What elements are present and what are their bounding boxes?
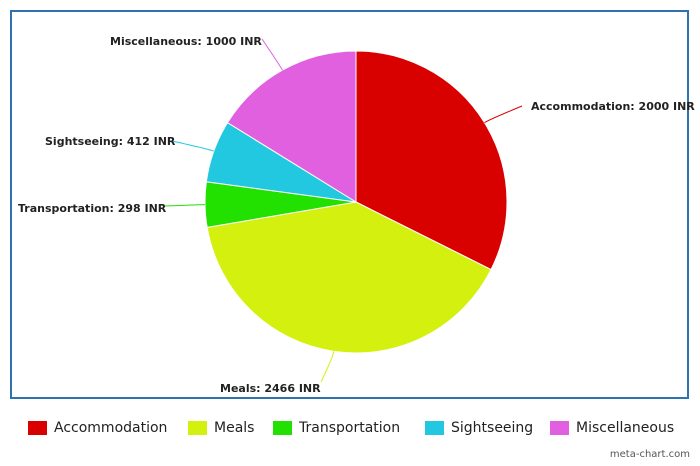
legend-item-accommodation[interactable]: Accommodation [28,420,167,436]
legend-swatch [550,421,569,435]
leader-line-meals [320,351,335,383]
legend-label: Accommodation [54,420,168,436]
leader-line-sightseeing [171,140,215,152]
data-label-sightseeing: Sightseeing: 412 INR [45,135,176,148]
legend-item-meals[interactable]: Meals [188,420,254,436]
legend-label: Transportation [299,420,401,436]
legend: Accommodation Meals Transportation Sight… [28,420,688,442]
data-label-accommodation: Accommodation: 2000 INR [531,100,695,113]
leader-line-miscellaneous [261,38,283,71]
legend-label: Miscellaneous [576,420,675,436]
legend-swatch [188,421,207,435]
legend-swatch [425,421,444,435]
legend-item-miscellaneous[interactable]: Miscellaneous [550,420,674,436]
legend-swatch [28,421,47,435]
pie-slice-miscellaneous[interactable] [226,50,357,203]
legend-swatch [273,421,292,435]
pie-slice-meals[interactable] [206,201,492,354]
pie-slice-accommodation[interactable] [355,50,508,271]
legend-item-sightseeing[interactable]: Sightseeing [425,420,533,436]
label-leader-lines [163,38,523,383]
pie-slices [204,50,508,354]
data-label-meals: Meals: 2466 INR [220,382,321,395]
legend-label: Meals [214,420,255,436]
pie-data-labels: Accommodation: 2000 INR Meals: 2466 INR … [18,35,695,395]
data-label-transportation: Transportation: 298 INR [18,202,167,215]
legend-label: Sightseeing [451,420,534,436]
leader-line-accommodation [484,105,523,124]
watermark: meta-chart.com [609,449,690,460]
leader-line-transportation [163,204,206,207]
legend-item-transportation[interactable]: Transportation [273,420,400,436]
data-label-miscellaneous: Miscellaneous: 1000 INR [110,35,262,48]
